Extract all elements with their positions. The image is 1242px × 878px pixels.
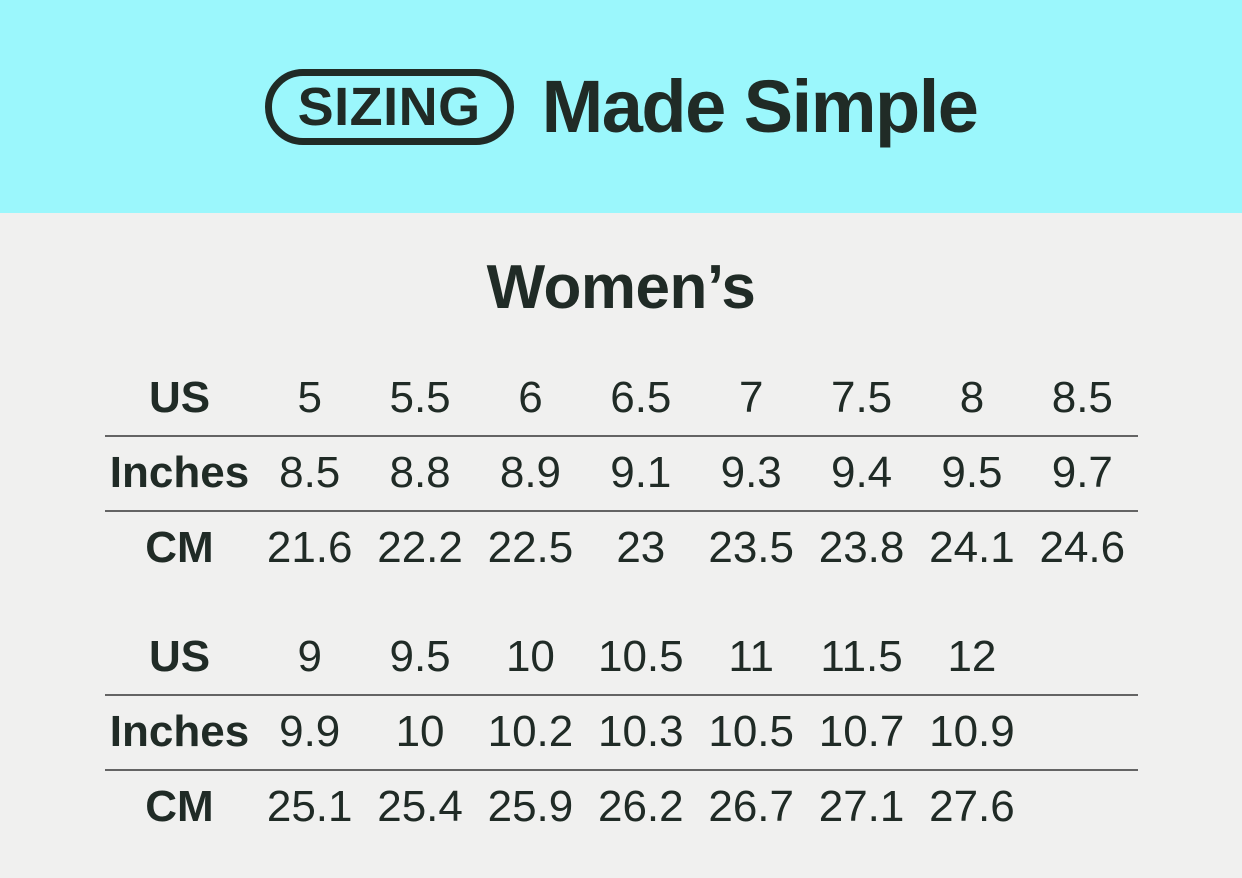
size-value: 10 <box>505 632 555 682</box>
banner-title: Made Simple <box>541 64 979 148</box>
size-value: 11 <box>728 632 775 682</box>
banner: SIZING Made Simple <box>0 0 1242 213</box>
size-value: 9.3 <box>720 448 782 498</box>
size-table-1: US 5 5.5 6 6.5 7 7.5 8 8.5 Inches 8.5 8.8 8.9 9.1 9.3 9… <box>104 362 1138 585</box>
size-value: 21.6 <box>266 523 353 573</box>
size-value: 5 <box>297 373 322 423</box>
sizing-section: Women’s US 5 5.5 6 6.5 7 7.5 8 8.5 Inches 8.5 8.8 8.… <box>0 255 1242 844</box>
size-value: 8.9 <box>499 448 562 498</box>
row-label: CM <box>145 782 214 832</box>
row-label: US <box>148 632 211 682</box>
size-value: 9.5 <box>389 632 451 682</box>
size-value: 22.2 <box>377 523 463 573</box>
size-table-2: US 9 9.5 10 10.5 11 11.5 12 Inches 9.9 10 10.2 10.3 1… <box>104 621 1138 844</box>
size-value: 25.9 <box>487 782 574 832</box>
size-value: 5.5 <box>389 373 451 423</box>
size-value: 8.5 <box>279 448 341 498</box>
sizing-badge: SIZING <box>264 68 514 145</box>
size-value: 24.1 <box>929 523 1015 573</box>
size-value: 10.7 <box>818 707 905 757</box>
size-value: 26.7 <box>708 782 794 832</box>
size-value: 9.7 <box>1051 448 1113 498</box>
size-value: 10.2 <box>487 707 574 757</box>
size-value: 25.4 <box>377 782 463 832</box>
size-value: 10.5 <box>708 707 794 757</box>
size-value: 24.6 <box>1039 523 1126 573</box>
row-label: Inches <box>109 448 250 498</box>
size-value: 23.8 <box>818 523 905 573</box>
size-value: 27.1 <box>818 782 905 832</box>
size-value: 7.5 <box>830 373 893 423</box>
size-value: 12 <box>947 632 997 682</box>
section-heading: Women’s <box>486 253 756 322</box>
size-value: 9.5 <box>941 448 1003 498</box>
size-value: 9 <box>297 632 322 682</box>
size-row-cm: CM 25.1 25.4 25.9 26.2 26.7 27.1 27.6 <box>105 771 1138 844</box>
size-value: 10.5 <box>597 632 684 682</box>
size-value: 9.9 <box>279 707 341 757</box>
size-value: 6 <box>518 373 543 423</box>
size-value: 27.6 <box>929 782 1015 832</box>
size-value: 23 <box>616 523 666 573</box>
size-value: 22.5 <box>487 523 574 573</box>
sizing-badge-label: SIZING <box>297 76 481 137</box>
size-value: 8.8 <box>389 448 451 498</box>
size-value: 11.5 <box>820 632 903 682</box>
size-row-inches: Inches 9.9 10 10.2 10.3 10.5 10.7 10.9 <box>104 696 1138 771</box>
size-row-cm: CM 21.6 22.2 22.5 23 23.5 23.8 24.1 24.6 <box>105 512 1138 585</box>
size-value: 8.5 <box>1051 373 1113 423</box>
size-value: 9.4 <box>830 448 893 498</box>
size-value: 23.5 <box>708 523 794 573</box>
size-value: 6.5 <box>610 373 672 423</box>
size-value: 10.3 <box>597 707 684 757</box>
size-value: 8 <box>959 373 985 423</box>
size-value: 25.1 <box>266 782 353 832</box>
size-value: 10.9 <box>929 707 1015 757</box>
size-row-us: US 9 9.5 10 10.5 11 11.5 12 <box>104 621 1138 696</box>
row-label: US <box>148 373 211 423</box>
size-row-inches: Inches 8.5 8.8 8.9 9.1 9.3 9.4 9.5 9.7 <box>104 437 1138 512</box>
size-value: 26.2 <box>597 782 684 832</box>
row-label: CM <box>145 523 214 573</box>
size-row-us: US 5 5.5 6 6.5 7 7.5 8 8.5 <box>104 362 1138 437</box>
size-value: 9.1 <box>610 448 672 498</box>
size-value: 10 <box>395 707 445 757</box>
row-label: Inches <box>109 707 250 757</box>
size-value: 7 <box>738 373 764 423</box>
